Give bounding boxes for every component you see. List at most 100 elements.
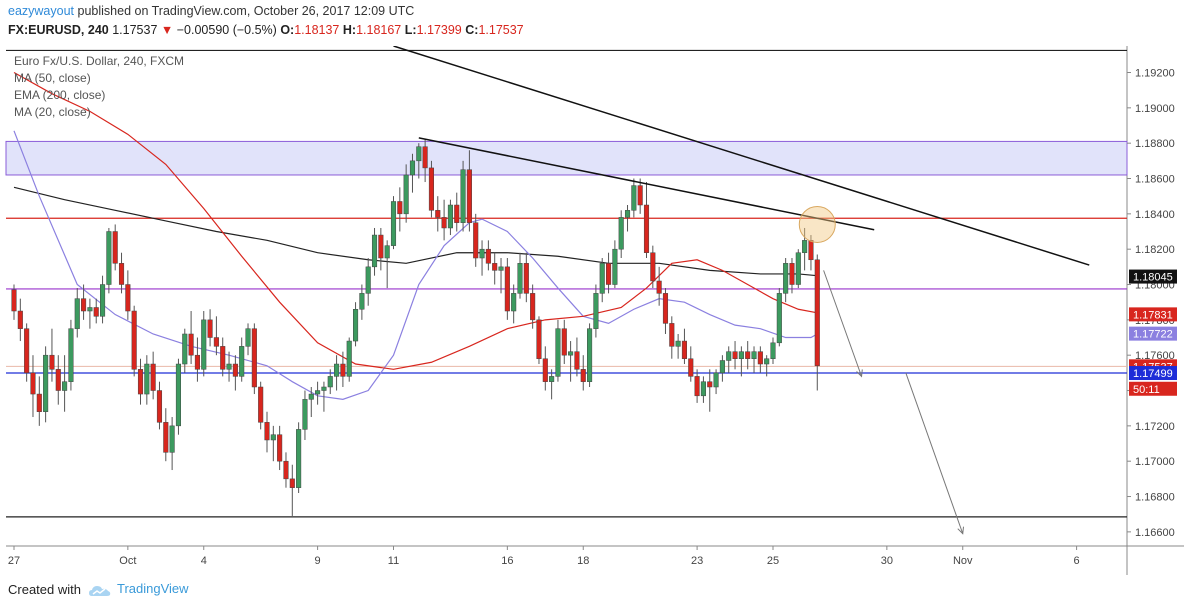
candle-body bbox=[473, 222, 479, 259]
candle-body bbox=[416, 146, 422, 162]
candle-body bbox=[289, 478, 295, 488]
candle-body bbox=[542, 358, 548, 382]
candle-body bbox=[612, 248, 618, 285]
candle-body bbox=[726, 351, 732, 361]
price-label-4: 50:11 bbox=[1133, 384, 1160, 396]
price-change: −0.00590 (−0.5%) bbox=[176, 23, 277, 37]
candle-body bbox=[719, 360, 725, 374]
candle-body bbox=[43, 354, 49, 412]
candle-body bbox=[713, 372, 719, 388]
candle-body bbox=[397, 201, 403, 215]
candle-body bbox=[764, 358, 770, 365]
candle-body bbox=[466, 169, 472, 223]
candle-body bbox=[568, 351, 574, 356]
candle-body bbox=[530, 293, 536, 321]
candle-body bbox=[264, 422, 270, 441]
candle-body bbox=[511, 293, 517, 312]
candle-body bbox=[757, 351, 763, 365]
candle-body bbox=[707, 381, 713, 388]
price-label-0: 1.18045 bbox=[1133, 272, 1173, 284]
last-price: 1.17537 bbox=[112, 23, 158, 37]
candle-body bbox=[738, 351, 744, 359]
y-tick-label: 1.18600 bbox=[1135, 174, 1175, 186]
author-link[interactable]: eazywayout bbox=[8, 4, 75, 18]
open-value: 1.18137 bbox=[294, 23, 340, 37]
x-tick-label: 25 bbox=[767, 555, 779, 567]
candle-body bbox=[150, 363, 156, 391]
candle-body bbox=[327, 376, 333, 388]
candle-body bbox=[814, 259, 820, 367]
open-label: O: bbox=[280, 23, 295, 37]
candle-body bbox=[100, 284, 106, 317]
legend-ema200[interactable]: EMA (200, close) bbox=[14, 88, 106, 102]
change-arrow-icon: ▼ bbox=[160, 23, 174, 37]
candle-body bbox=[169, 425, 175, 453]
symbol-ohlc-line: FX:EURUSD, 240 1.17537 ▼ −0.00590 (−0.5%… bbox=[8, 23, 524, 37]
candle-body bbox=[517, 263, 523, 294]
candle-body bbox=[795, 252, 801, 285]
candle-body bbox=[226, 363, 232, 370]
y-tick-label: 1.19000 bbox=[1135, 103, 1175, 115]
legend-title: Euro Fx/U.S. Dollar, 240, FXCM bbox=[14, 54, 185, 68]
created-with-text: Created with bbox=[8, 582, 81, 597]
candle-body bbox=[131, 310, 137, 370]
candle-body bbox=[245, 328, 251, 347]
candle-body bbox=[188, 333, 194, 356]
candle-body bbox=[137, 369, 144, 395]
candle-body bbox=[144, 363, 150, 395]
candle-body bbox=[637, 185, 643, 206]
candle-body bbox=[106, 231, 112, 285]
projection-arrow-head-0 bbox=[856, 369, 863, 378]
plot-area bbox=[6, 46, 1127, 546]
candle-body bbox=[479, 248, 485, 259]
candle-body bbox=[334, 363, 340, 377]
close-value: 1.17537 bbox=[478, 23, 524, 37]
y-tick-label: 1.17000 bbox=[1135, 456, 1175, 468]
candle-body bbox=[549, 376, 555, 382]
x-tick-label: 30 bbox=[881, 555, 893, 567]
candle-body bbox=[428, 167, 434, 211]
candle-body bbox=[74, 298, 80, 329]
tradingview-brand[interactable]: TradingView bbox=[117, 581, 189, 596]
candle-body bbox=[11, 289, 17, 312]
candle-body bbox=[593, 293, 599, 329]
price-label-box-4 bbox=[1129, 381, 1177, 396]
candle-body bbox=[606, 263, 612, 285]
price-label-box-2 bbox=[1129, 326, 1177, 341]
candle-body bbox=[403, 174, 409, 215]
price-label-5: 1.17499 bbox=[1133, 368, 1173, 380]
low-value: 1.17399 bbox=[416, 23, 462, 37]
candle-body bbox=[675, 340, 681, 347]
candle-body bbox=[384, 245, 390, 259]
candle-body bbox=[650, 252, 656, 282]
candle-body bbox=[390, 201, 397, 246]
x-tick-label: 6 bbox=[1074, 555, 1080, 567]
rejection-circle bbox=[798, 205, 836, 243]
price-chart[interactable]: 1.19200 1.19000 1.18800 1.18600 1.18400 1.182… bbox=[0, 46, 1184, 575]
candle-body bbox=[277, 434, 283, 462]
candle-body bbox=[599, 263, 605, 294]
y-tick-label: 1.17200 bbox=[1135, 421, 1175, 433]
candle-body bbox=[435, 210, 441, 218]
projection-arrow-1 bbox=[905, 372, 964, 534]
candle-body bbox=[220, 346, 226, 370]
legend-ma20[interactable]: MA (20, close) bbox=[14, 105, 91, 119]
footer: Created with TradingView bbox=[0, 575, 1184, 607]
candle-body bbox=[24, 328, 30, 374]
candle-body bbox=[808, 240, 814, 261]
x-tick-label: 9 bbox=[315, 555, 321, 567]
high-label: H: bbox=[342, 23, 357, 37]
x-tick-label: 11 bbox=[388, 555, 399, 567]
legend-ma50[interactable]: MA (50, close) bbox=[14, 71, 91, 85]
y-tick-label: 1.18400 bbox=[1135, 209, 1175, 221]
candle-body bbox=[308, 393, 314, 400]
candle-body bbox=[340, 363, 346, 377]
candle-body bbox=[504, 266, 510, 312]
candle-body bbox=[580, 369, 586, 382]
candle-body bbox=[574, 351, 580, 370]
price-label-box-0 bbox=[1129, 269, 1177, 284]
candle-body bbox=[365, 266, 371, 294]
candle-body bbox=[81, 298, 87, 312]
candle-body bbox=[270, 434, 276, 441]
x-tick-label: 18 bbox=[577, 555, 589, 567]
